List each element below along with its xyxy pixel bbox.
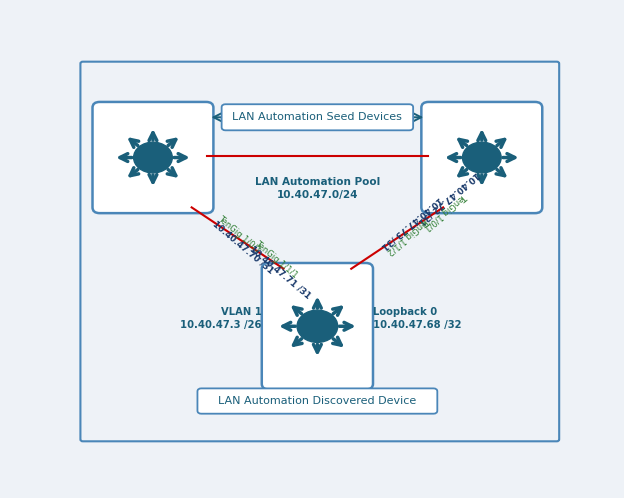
FancyBboxPatch shape bbox=[222, 104, 413, 130]
FancyBboxPatch shape bbox=[262, 263, 373, 389]
FancyBboxPatch shape bbox=[421, 102, 542, 213]
Text: 10.40.47.72 /31: 10.40.47.72 /31 bbox=[416, 170, 480, 226]
Text: TenGig 1/0/1: TenGig 1/0/1 bbox=[422, 191, 468, 232]
Text: 10.40.47.71 /31: 10.40.47.71 /31 bbox=[248, 244, 312, 300]
Circle shape bbox=[297, 310, 338, 342]
Text: VLAN 1
10.40.47.3 /26: VLAN 1 10.40.47.3 /26 bbox=[180, 307, 262, 330]
Text: TenGig 1/1/1: TenGig 1/1/1 bbox=[253, 239, 300, 279]
FancyBboxPatch shape bbox=[197, 388, 437, 414]
Circle shape bbox=[462, 142, 501, 173]
FancyBboxPatch shape bbox=[92, 102, 213, 213]
Text: LAN Automation Seed Devices: LAN Automation Seed Devices bbox=[233, 112, 402, 123]
Text: Loopback 0
10.40.47.68 /32: Loopback 0 10.40.47.68 /32 bbox=[373, 307, 462, 330]
Text: TenGig 1/1/2: TenGig 1/1/2 bbox=[385, 215, 431, 256]
Circle shape bbox=[134, 142, 172, 173]
Text: 10.40.47.73 /31: 10.40.47.73 /31 bbox=[379, 195, 444, 250]
Text: LAN Automation Pool
10.40.47.0/24: LAN Automation Pool 10.40.47.0/24 bbox=[255, 177, 380, 200]
Text: LAN Automation Discovered Device: LAN Automation Discovered Device bbox=[218, 396, 416, 406]
Text: 10.40.47.70 /31: 10.40.47.70 /31 bbox=[211, 219, 275, 275]
Text: TenGig 1/0/1: TenGig 1/0/1 bbox=[217, 214, 263, 255]
